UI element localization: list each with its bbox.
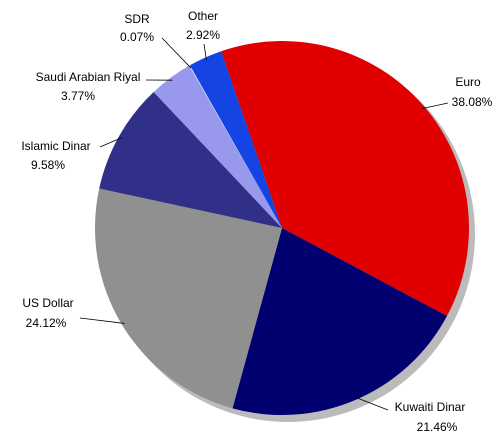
leader-line xyxy=(354,396,389,411)
slice-label: Saudi Arabian Riyal xyxy=(36,70,141,84)
leader-line xyxy=(203,43,207,61)
pie-slice xyxy=(153,65,282,229)
pie-slice xyxy=(94,188,282,409)
slice-label: Other xyxy=(188,9,218,23)
slice-label: US Dollar xyxy=(22,296,73,310)
slice-value-label: 38.08% xyxy=(452,95,493,109)
slice-value-label: 2.92% xyxy=(186,28,220,42)
slice-value-label: 3.77% xyxy=(61,89,95,103)
leader-line xyxy=(161,37,192,69)
leader-line xyxy=(79,317,125,324)
slice-label: SDR xyxy=(124,12,150,26)
slice-value-label: 0.07% xyxy=(120,30,154,44)
pie-slice xyxy=(232,228,447,416)
slice-value-label: 21.46% xyxy=(417,420,458,434)
pie-slice xyxy=(99,91,282,229)
slice-label: Euro xyxy=(455,75,481,89)
leader-line xyxy=(99,137,122,148)
slice-value-label: 24.12% xyxy=(26,316,67,330)
pie-slice xyxy=(189,51,282,229)
leader-line xyxy=(421,102,449,110)
slice-label: Kuwaiti Dinar xyxy=(395,400,466,414)
slice-label: Islamic Dinar xyxy=(21,139,90,153)
pie-slice xyxy=(221,41,469,317)
slice-value-label: 9.58% xyxy=(31,158,65,172)
pie-slice xyxy=(189,65,282,228)
